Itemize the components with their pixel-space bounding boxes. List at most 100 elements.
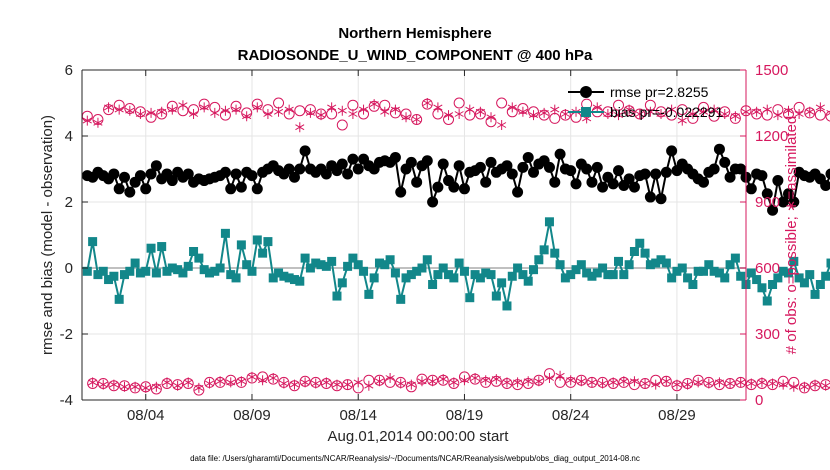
bias-marker xyxy=(624,260,634,270)
bias-marker xyxy=(497,278,507,288)
obs-assimilated-marker xyxy=(645,106,655,117)
bias-marker xyxy=(667,273,677,283)
bias-marker xyxy=(465,293,475,303)
rmse-marker xyxy=(644,191,656,203)
obs-assimilated-marker xyxy=(199,102,209,113)
obs-assimilated-marker xyxy=(353,377,363,388)
obs-assimilated-marker xyxy=(188,109,199,119)
obs-possible-marker xyxy=(453,97,465,109)
bias-marker xyxy=(725,260,735,270)
bias-marker xyxy=(762,296,772,306)
bias-marker xyxy=(714,268,724,278)
obs-assimilated-marker xyxy=(433,102,443,113)
data-file-footer: data file: /Users/gharamti/Documents/NCA… xyxy=(190,454,640,463)
rmse-marker xyxy=(565,165,577,177)
obs-assimilated-marker xyxy=(486,112,496,123)
rmse-marker xyxy=(708,163,720,175)
bias-marker xyxy=(305,263,315,273)
obs-assimilated-marker xyxy=(730,111,740,122)
bias-marker xyxy=(629,247,639,256)
obs-assimilated-marker xyxy=(401,112,411,123)
bias-marker xyxy=(736,271,746,281)
bias-marker xyxy=(189,247,199,256)
bias-marker xyxy=(385,255,395,265)
obs-assimilated-marker xyxy=(316,110,326,121)
obs-assimilated-marker xyxy=(481,375,491,386)
obs-assimilated-marker xyxy=(688,109,698,119)
bias-marker xyxy=(683,273,693,283)
bias-marker xyxy=(550,248,560,258)
rmse-marker xyxy=(427,196,439,208)
rmse-marker xyxy=(294,163,306,175)
obs-assimilated-marker xyxy=(629,376,640,387)
x-tick-label: 08/29 xyxy=(658,407,696,424)
rmse-marker xyxy=(639,168,651,180)
bias-marker xyxy=(263,237,273,247)
bias-marker xyxy=(587,271,597,281)
obs-assimilated-marker xyxy=(821,380,830,391)
bias-marker xyxy=(284,273,294,283)
rmse-marker xyxy=(788,196,800,208)
bias-marker xyxy=(757,283,767,293)
rmse-marker xyxy=(288,171,300,183)
bias-marker xyxy=(826,258,830,268)
rmse-marker xyxy=(108,168,120,180)
obs-assimilated-marker xyxy=(390,104,400,115)
obs-assimilated-marker xyxy=(417,376,427,387)
rmse-marker xyxy=(113,183,125,195)
bias-marker xyxy=(438,263,448,273)
y2-tick-label: 0 xyxy=(755,392,763,409)
bias-marker xyxy=(247,266,257,276)
obs-assimilated-marker xyxy=(789,381,799,392)
legend-rmse-marker xyxy=(580,86,592,98)
bias-marker xyxy=(608,270,618,280)
obs-assimilated-marker xyxy=(603,109,613,119)
obs-assimilated-marker xyxy=(93,117,103,128)
obs-assimilated-marker xyxy=(273,106,284,117)
obs-assimilated-marker xyxy=(518,106,528,117)
bias-marker xyxy=(730,253,740,263)
obs-assimilated-marker xyxy=(470,373,480,383)
bias-marker xyxy=(231,273,241,283)
y-tick-label: -4 xyxy=(60,392,73,409)
bias-marker xyxy=(486,270,496,280)
bias-marker xyxy=(449,273,459,283)
rmse-marker xyxy=(437,158,449,170)
rmse-marker xyxy=(772,175,784,187)
bias-marker xyxy=(507,271,517,281)
obs-assimilated-marker xyxy=(592,102,602,113)
rmse-marker xyxy=(506,168,518,180)
obs-assimilated-marker xyxy=(103,102,114,113)
obs-assimilated-marker xyxy=(226,377,236,388)
bias-marker xyxy=(444,270,454,280)
bias-marker xyxy=(428,280,438,289)
bias-marker xyxy=(523,276,533,286)
bias-marker xyxy=(539,245,549,255)
bias-marker xyxy=(656,255,666,265)
rmse-marker xyxy=(820,180,830,191)
bias-marker xyxy=(704,260,714,270)
obs-assimilated-marker xyxy=(300,377,310,388)
bias-marker xyxy=(534,255,544,265)
obs-assimilated-marker xyxy=(661,376,671,387)
x-tick-label: 08/24 xyxy=(552,407,590,424)
legend-bias-label: bias pr=-0.022291 xyxy=(610,104,723,120)
bias-marker xyxy=(544,217,554,227)
bias-marker xyxy=(614,256,624,266)
rmse-marker xyxy=(182,168,194,180)
obs-assimilated-marker xyxy=(194,382,204,393)
rmse-marker xyxy=(485,156,497,168)
bias-marker xyxy=(162,266,172,276)
bias-marker xyxy=(422,255,432,265)
obs-assimilated-marker xyxy=(656,109,666,119)
obs-assimilated-marker xyxy=(157,106,167,117)
x-tick-label: 08/19 xyxy=(446,407,484,424)
rmse-marker xyxy=(666,145,678,157)
obs-assimilated-marker xyxy=(550,104,560,115)
obs-assimilated-marker xyxy=(183,377,193,388)
y-tick-label: -2 xyxy=(60,326,73,343)
rmse-marker xyxy=(432,181,444,193)
chart-title: Northern Hemisphere xyxy=(338,25,491,42)
rmse-marker xyxy=(761,188,773,200)
